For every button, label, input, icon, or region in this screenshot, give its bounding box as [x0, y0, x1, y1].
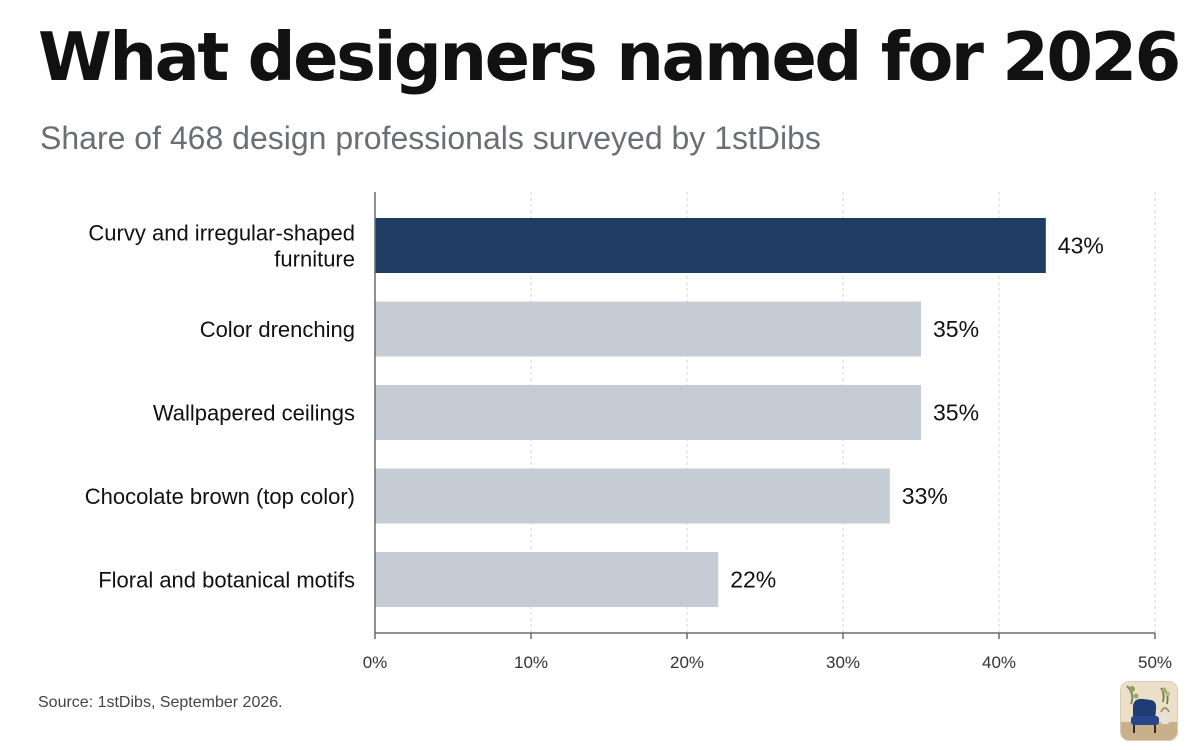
- category-label: Floral and botanical motifs: [98, 568, 355, 593]
- armchair-photo-icon: [1121, 682, 1177, 740]
- x-tick-label: 50%: [1138, 653, 1172, 672]
- bar-value-label: 35%: [933, 400, 979, 426]
- x-tick-label: 30%: [826, 653, 860, 672]
- category-label-line: Floral and botanical motifs: [98, 568, 355, 593]
- bar: [375, 468, 890, 524]
- bar-value-label: 43%: [1058, 233, 1104, 259]
- x-tick-label: 20%: [670, 653, 704, 672]
- category-label-line: Curvy and irregular-shaped: [88, 221, 355, 246]
- category-label: Color drenching: [200, 317, 355, 342]
- axes: [374, 192, 1156, 639]
- bar-value-label: 33%: [902, 483, 948, 509]
- x-axis-tick-labels: 0% 10% 20% 30% 40% 50%: [363, 653, 1172, 672]
- category-label-line: Chocolate brown (top color): [85, 484, 355, 509]
- x-tick-label: 0%: [363, 653, 388, 672]
- category-label: Chocolate brown (top color): [85, 484, 355, 509]
- bar: [375, 385, 921, 440]
- bar-value-label: 35%: [933, 316, 979, 342]
- category-label: Wallpapered ceilings: [153, 401, 355, 426]
- chart-subtitle: Share of 468 design professionals survey…: [40, 120, 821, 156]
- source-note: Source: 1stDibs, September 2026.: [38, 694, 283, 711]
- x-tick-label: 10%: [514, 653, 548, 672]
- bar-value-label: 22%: [730, 567, 776, 593]
- chart-title: What designers named for 2026: [38, 18, 1181, 96]
- bars: [375, 218, 1046, 607]
- category-label-line: Wallpapered ceilings: [153, 401, 355, 426]
- bar: [375, 218, 1046, 273]
- category-label-line: furniture: [274, 247, 355, 272]
- category-label-line: Color drenching: [200, 317, 355, 342]
- category-labels: Curvy and irregular-shaped furniture Color…: [85, 221, 355, 593]
- bar: [375, 552, 719, 607]
- value-labels: 43% 35% 35% 33% 22%: [730, 233, 1104, 593]
- x-tick-label: 40%: [982, 653, 1016, 672]
- bar: [375, 301, 921, 357]
- category-label: Curvy and irregular-shaped furniture: [88, 221, 355, 272]
